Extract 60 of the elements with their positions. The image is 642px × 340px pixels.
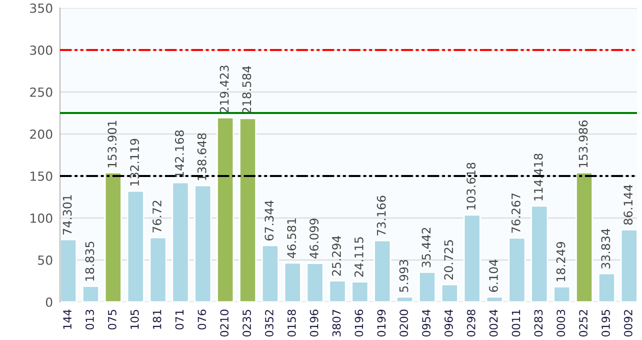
y-tick-label: 300 — [30, 45, 52, 55]
y-tick-label: 100 — [30, 213, 52, 223]
data-label: 6.104 — [489, 260, 498, 292]
x-tick-label: 075 — [108, 310, 116, 330]
x-tick-label: 0196 — [310, 310, 318, 336]
data-label: 67.344 — [264, 200, 274, 240]
data-label: 153.901 — [108, 120, 117, 168]
x-tick-label: 181 — [152, 310, 162, 329]
x-tick-label: 071 — [175, 310, 184, 330]
x-tick-label: 0210 — [220, 310, 229, 336]
data-label: 76.267 — [511, 193, 520, 233]
y-tick-label: 250 — [30, 87, 52, 97]
data-label: 132.119 — [130, 138, 140, 186]
x-tick-label: 013 — [86, 310, 94, 330]
data-label: 5.993 — [399, 260, 408, 292]
data-label: 218.584 — [242, 66, 252, 114]
x-tick-label: 0196 — [354, 310, 364, 336]
data-label: 33.834 — [601, 228, 610, 269]
data-label: 74.301 — [62, 195, 72, 234]
x-tick-label: 0158 — [287, 310, 296, 336]
x-tick-label: 0092 — [624, 310, 632, 336]
data-label: 142.168 — [174, 130, 184, 178]
y-tick-label: 200 — [30, 129, 52, 139]
x-tick-label: 0352 — [265, 310, 274, 336]
x-tick-label: 0298 — [466, 310, 476, 336]
data-label: 46.099 — [310, 218, 318, 259]
x-tick-label: 144 — [63, 310, 72, 329]
y-tick-label: 150 — [30, 171, 52, 181]
x-tick-label: 0024 — [489, 310, 498, 336]
data-label: 73.166 — [376, 196, 386, 236]
x-tick-label: 0235 — [242, 310, 251, 336]
x-tick-label: 0003 — [556, 310, 566, 336]
x-tick-label: 0200 — [400, 310, 408, 336]
data-label: 46.581 — [287, 218, 296, 258]
x-tick-label: 0283 — [534, 310, 543, 336]
data-label: 219.423 — [220, 66, 229, 113]
data-label: 25.294 — [332, 236, 341, 276]
data-label: 35.442 — [422, 228, 431, 268]
data-label: 103.618 — [466, 162, 476, 210]
data-label: 76.72 — [152, 200, 162, 232]
x-tick-label: 0954 — [422, 310, 430, 336]
data-label: 138.648 — [197, 133, 206, 180]
x-tick-label: 0964 — [444, 310, 453, 336]
y-tick-label: 350 — [30, 3, 52, 13]
data-label: 18.249 — [556, 242, 566, 282]
x-tick-label: 076 — [198, 310, 206, 330]
y-tick-label: 50 — [38, 255, 52, 265]
data-label: 20.725 — [444, 240, 454, 280]
x-tick-label: 105 — [130, 310, 139, 329]
data-label: 18.835 — [85, 242, 94, 281]
x-tick-label: 0195 — [602, 310, 610, 336]
x-tick-label: 0199 — [377, 310, 386, 336]
x-tick-label: 0011 — [512, 310, 520, 336]
x-tick-label: 0252 — [579, 310, 588, 336]
data-label: 153.986 — [578, 120, 588, 168]
x-tick-label: 3807 — [332, 310, 341, 336]
y-tick-label: 0 — [46, 297, 52, 307]
data-label: 114.418 — [534, 154, 543, 200]
data-label: 86.144 — [624, 184, 633, 225]
data-label: 24.115 — [354, 237, 364, 277]
